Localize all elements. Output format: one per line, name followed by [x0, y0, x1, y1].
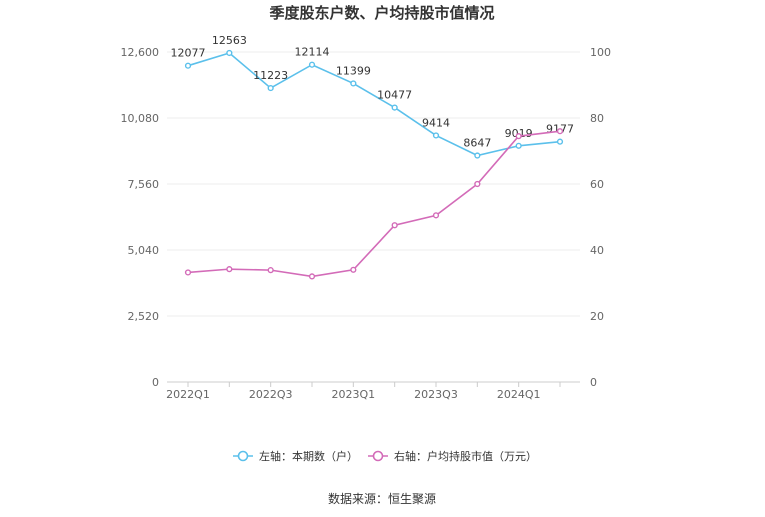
series-layer: 1207712563112231211411399104779414864790… [171, 34, 574, 280]
data-point[interactable] [515, 133, 522, 140]
data-point[interactable] [350, 266, 357, 273]
data-point[interactable] [556, 138, 564, 145]
data-label: 12077 [171, 47, 206, 60]
right-tick-label: 0 [590, 376, 597, 389]
left-tick-label: 10,080 [121, 112, 160, 125]
data-label: 8647 [463, 137, 491, 150]
data-point[interactable] [391, 104, 398, 111]
legend-item-0[interactable]: 左轴：本期数（户） [233, 449, 358, 463]
data-point[interactable] [474, 152, 481, 159]
left-tick-label: 0 [152, 376, 159, 389]
data-point[interactable] [308, 273, 316, 280]
x-tick-label: 2022Q3 [249, 388, 293, 401]
data-source: 数据来源：恒生聚源 [328, 491, 436, 506]
right-tick-label: 60 [590, 178, 604, 191]
data-point[interactable] [184, 269, 192, 276]
data-point[interactable] [432, 132, 440, 139]
x-tick-label: 2022Q1 [166, 388, 210, 401]
data-point[interactable] [515, 142, 522, 149]
data-point[interactable] [184, 62, 192, 69]
data-point[interactable] [267, 267, 274, 274]
right-tick-label: 80 [590, 112, 604, 125]
data-label: 11223 [253, 69, 288, 82]
data-point[interactable] [391, 222, 398, 229]
series-line [187, 130, 561, 278]
left-axis-ticks: 0 2,520 5,040 7,560 10,080 12,600 [121, 46, 160, 389]
data-label: 9414 [422, 116, 450, 129]
series-1 [184, 128, 564, 280]
right-tick-label: 100 [590, 46, 611, 59]
right-axis-ticks: 0 20 40 60 80 100 [590, 46, 611, 389]
left-tick-label: 12,600 [121, 46, 160, 59]
data-point[interactable] [432, 212, 440, 219]
right-tick-label: 40 [590, 244, 604, 257]
data-point[interactable] [556, 128, 564, 135]
data-label: 11399 [336, 64, 371, 77]
data-point[interactable] [267, 84, 274, 92]
legend-marker-icon [237, 450, 249, 462]
legend-marker-icon [372, 450, 384, 462]
data-point[interactable] [350, 80, 357, 87]
data-point[interactable] [308, 61, 316, 68]
data-point[interactable] [226, 49, 233, 57]
data-label: 12114 [295, 46, 330, 59]
data-point[interactable] [474, 180, 481, 188]
data-label: 12563 [212, 34, 247, 47]
data-label: 10477 [377, 89, 412, 102]
left-tick-label: 2,520 [128, 310, 160, 323]
legend-item-1[interactable]: 右轴：户均持股市值（万元） [368, 449, 537, 463]
x-axis: 2022Q1 2022Q3 2023Q1 2023Q3 2024Q1 [166, 382, 561, 401]
left-tick-label: 5,040 [128, 244, 160, 257]
legend-label: 左轴：本期数（户） [259, 449, 358, 463]
data-point[interactable] [226, 266, 233, 273]
legend-label: 右轴：户均持股市值（万元） [394, 449, 537, 463]
grid [167, 51, 580, 383]
chart-title: 季度股东户数、户均持股市值情况 [269, 4, 494, 22]
x-tick-label: 2023Q1 [332, 388, 376, 401]
series-line [187, 52, 561, 157]
series-0: 1207712563112231211411399104779414864790… [171, 34, 574, 159]
x-tick-label: 2023Q3 [414, 388, 458, 401]
x-tick-label: 2024Q1 [497, 388, 541, 401]
legend[interactable]: 左轴：本期数（户） 右轴：户均持股市值（万元） [233, 449, 537, 463]
left-tick-label: 7,560 [128, 178, 160, 191]
right-tick-label: 20 [590, 310, 604, 323]
